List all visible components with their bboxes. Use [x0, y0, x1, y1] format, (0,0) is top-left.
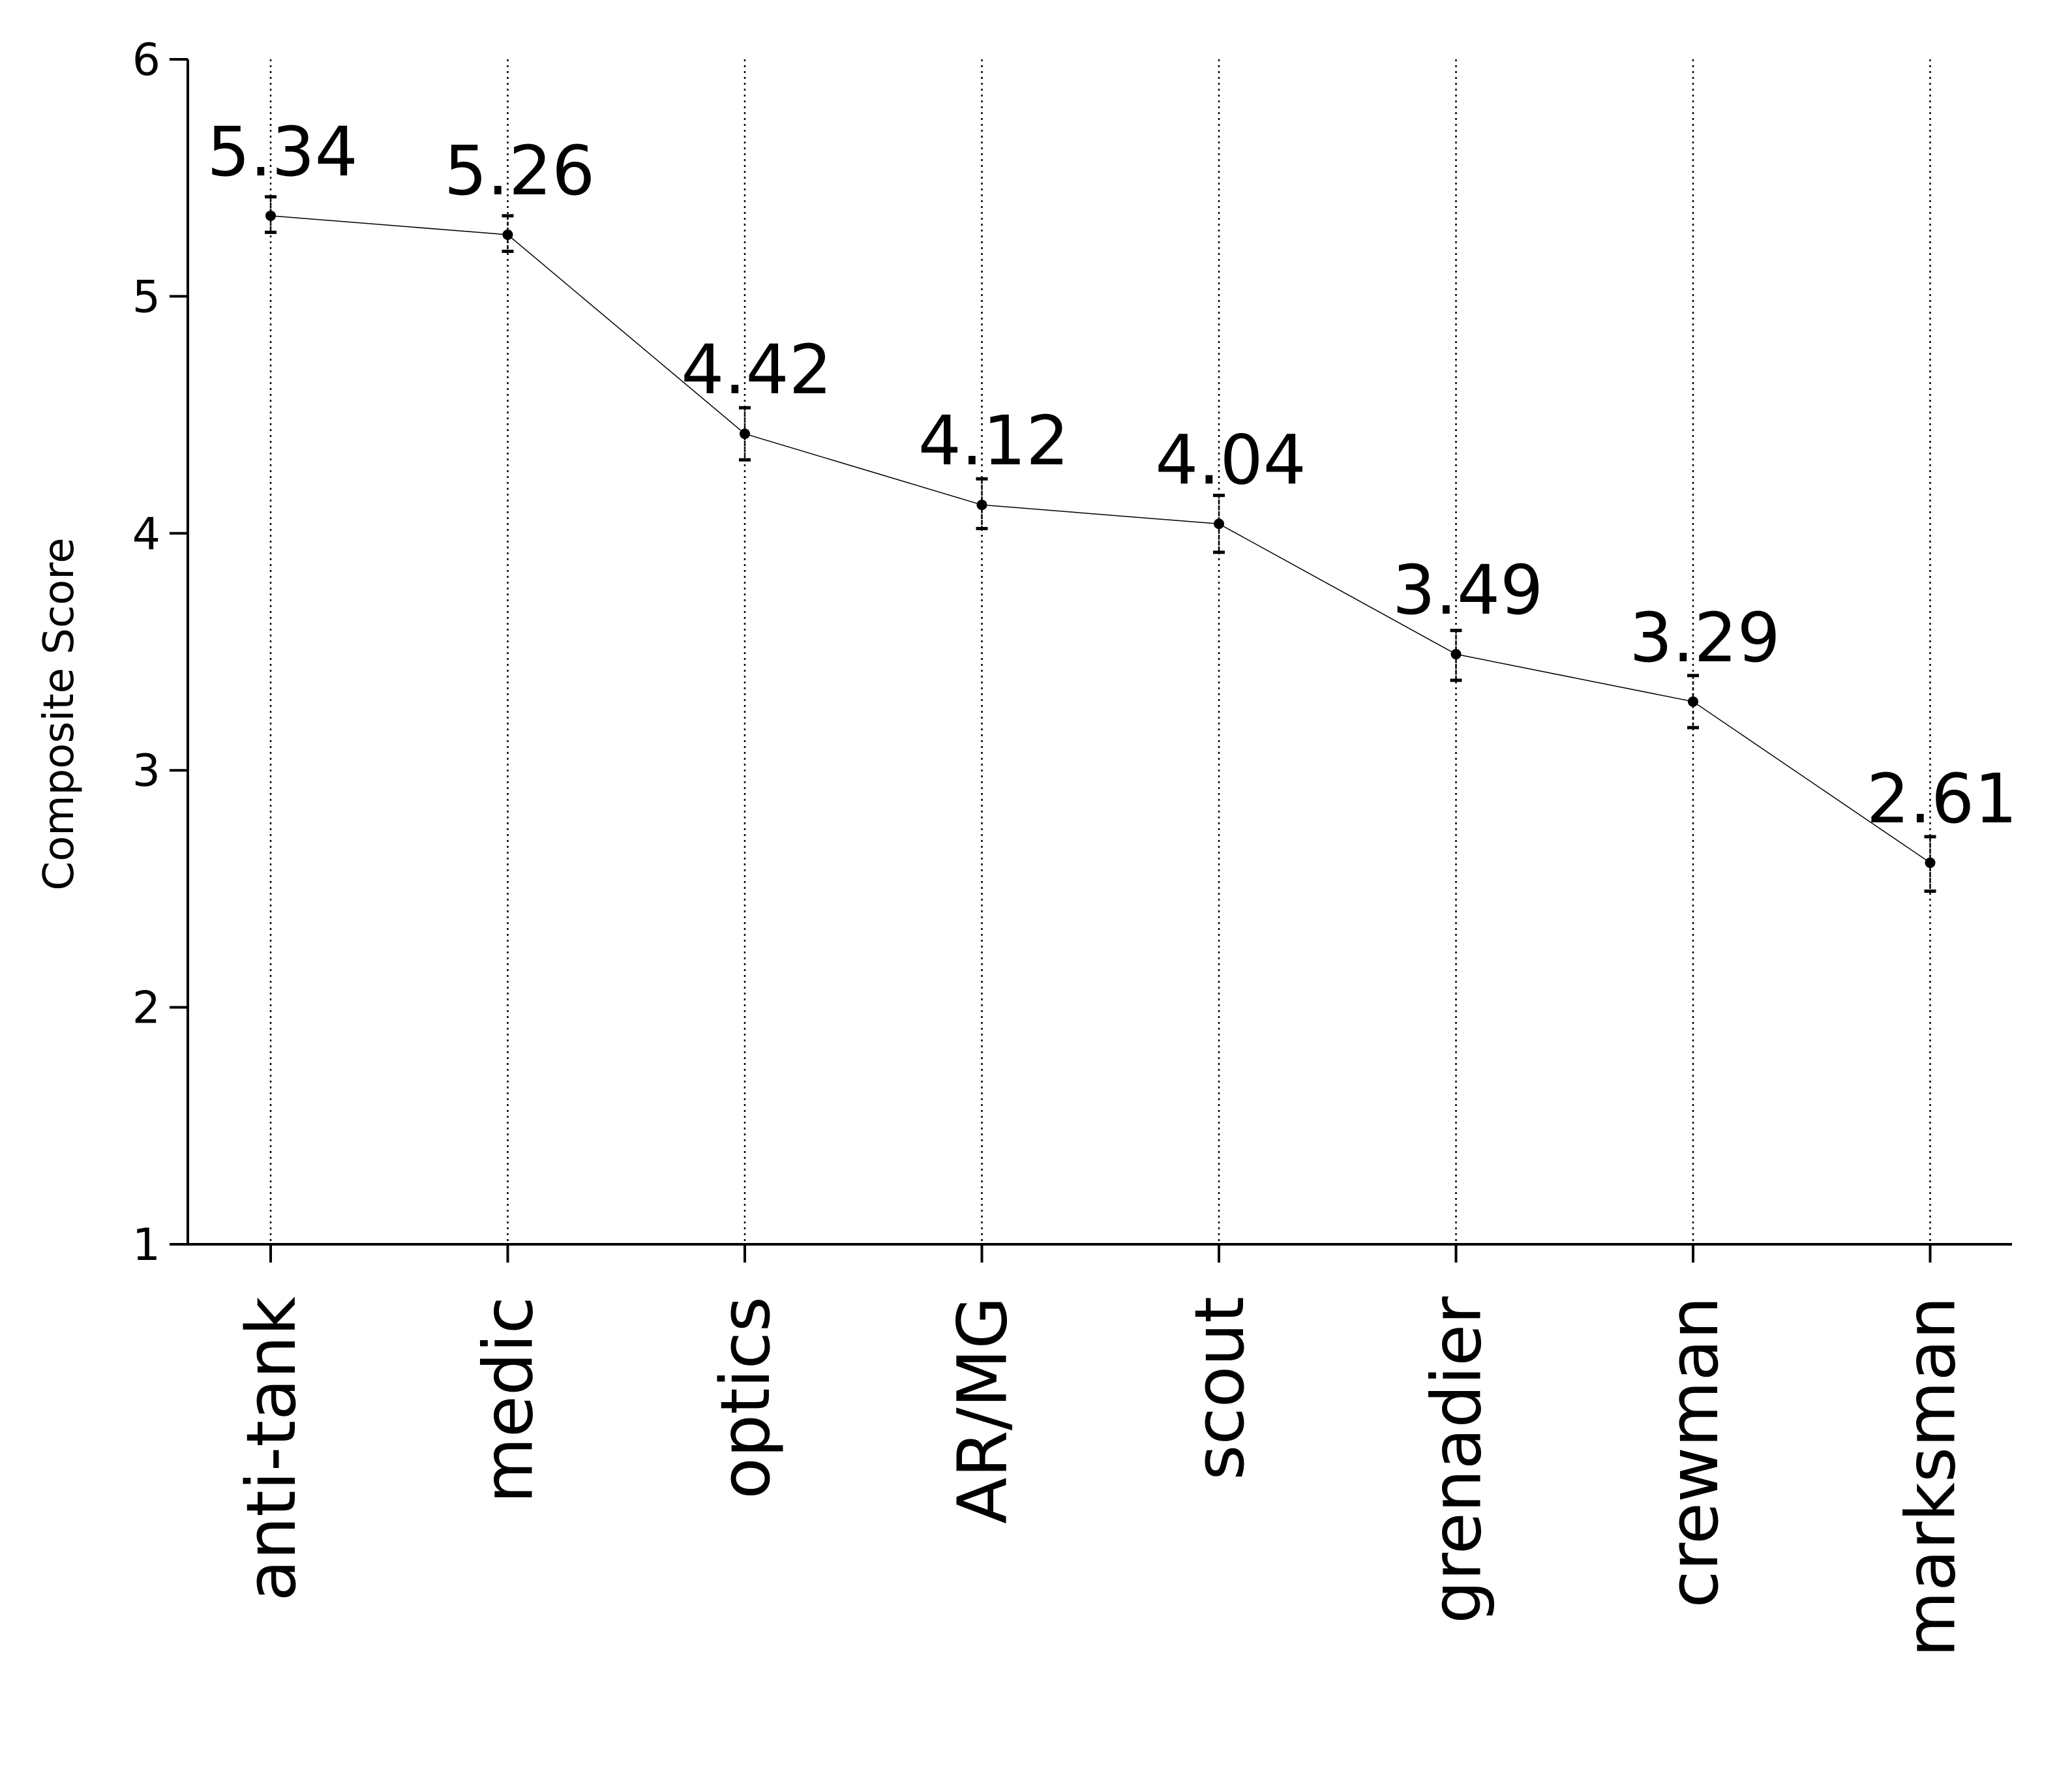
series-line	[270, 215, 1930, 863]
data-point	[976, 500, 987, 511]
y-tick-label: 4	[132, 509, 160, 560]
data-point	[740, 428, 750, 440]
y-tick-label: 2	[132, 983, 160, 1034]
vertical-gridlines	[269, 59, 1931, 1244]
x-tick-label: medic	[469, 1296, 548, 1503]
data-point	[502, 229, 513, 240]
x-tick-label: scout	[1180, 1296, 1259, 1480]
axes: 1 2 3 4 5 6 anti-tank medic optics AR/MG scout gren…	[132, 35, 2012, 1657]
data-labels: 5.34 5.26 4.42 4.12 4.04 3.49 3.29 2.61	[207, 112, 2017, 839]
data-point	[265, 210, 276, 221]
x-tick-label: grenadier	[1417, 1296, 1497, 1624]
data-label: 3.29	[1629, 598, 1780, 678]
x-tick-label: crewman	[1654, 1296, 1734, 1608]
data-point	[1925, 857, 1936, 868]
y-axis-label: Composite Score	[35, 537, 83, 890]
data-point	[1214, 518, 1224, 530]
y-tick-label: 5	[132, 271, 160, 323]
data-label: 3.49	[1392, 550, 1544, 630]
data-label: 4.42	[681, 330, 832, 410]
y-tick-label: 6	[132, 35, 160, 86]
score-series	[265, 195, 1936, 893]
data-point	[1688, 696, 1698, 707]
x-tick-label: anti-tank	[232, 1296, 311, 1602]
data-point	[1450, 649, 1462, 660]
x-tick-label: marksman	[1891, 1296, 1971, 1657]
data-label: 4.04	[1155, 420, 1306, 500]
x-tick-label: optics	[706, 1296, 785, 1499]
x-tick-label: AR/MG	[943, 1296, 1023, 1524]
data-label: 2.61	[1867, 759, 2018, 839]
data-label: 5.34	[207, 112, 358, 192]
data-label: 4.12	[918, 401, 1070, 481]
y-tick-label: 1	[132, 1220, 160, 1271]
y-tick-label: 3	[132, 745, 160, 797]
data-label: 5.26	[444, 131, 595, 211]
